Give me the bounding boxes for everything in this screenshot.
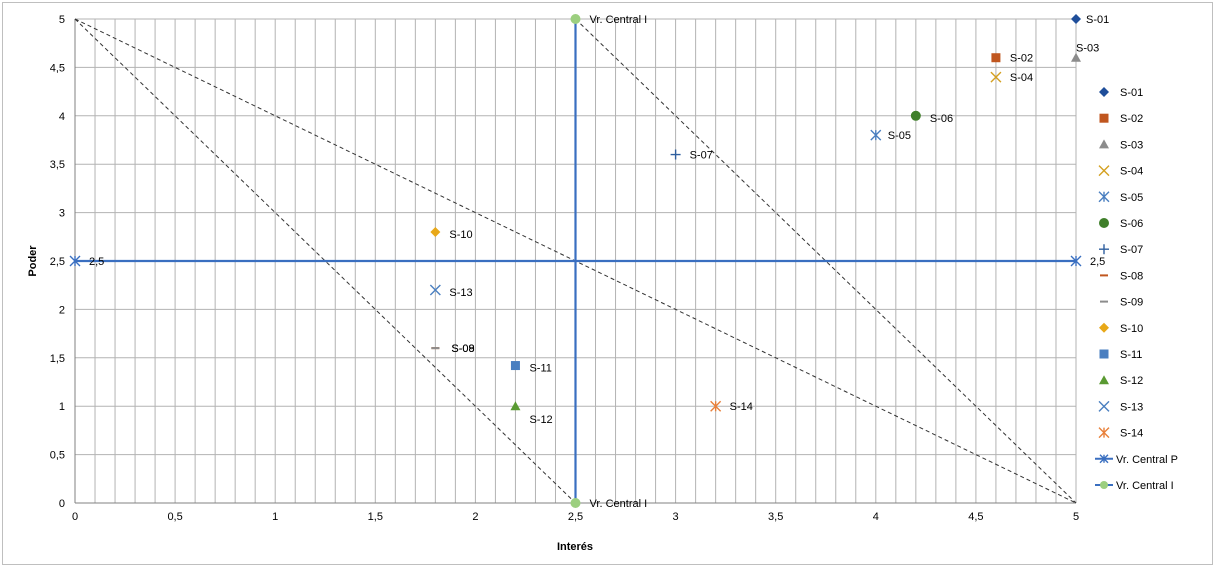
x-tick-label: 3 <box>673 511 679 523</box>
legend-label: Vr. Central I <box>1116 480 1174 492</box>
reference-point-label: 2,5 <box>1090 256 1105 268</box>
data-point <box>1071 14 1081 24</box>
y-tick-label: 2 <box>59 304 65 316</box>
y-tick-label: 3 <box>59 208 65 220</box>
x-tick-label: 3,5 <box>768 511 783 523</box>
y-tick-label: 4 <box>59 111 65 123</box>
tick-labels: 0 0,5 1 1,5 2 2,5 3 3,5 4 4,5 5 0 0,5 1 1,5 2 2,5 3 3,5 4 4,… <box>50 14 1079 523</box>
x-tick-label: 1,5 <box>368 511 383 523</box>
x-tick-label: 0,5 <box>167 511 182 523</box>
legend-label: S-01 <box>1120 87 1143 99</box>
reference-point-label: Vr. Central I <box>590 14 648 26</box>
scatter-chart: 2,5 2,5 Vr. Central I Vr. Central I S-01 S-0… <box>27 14 1178 553</box>
legend-marker <box>1098 427 1110 439</box>
data-point-label: S-12 <box>529 414 552 426</box>
data-point <box>910 110 921 121</box>
data-point-label: S-14 <box>730 401 753 413</box>
data-point-label: S-11 <box>529 363 551 375</box>
legend-label: S-06 <box>1120 218 1143 230</box>
data-point <box>991 53 1001 63</box>
x-tick-label: 0 <box>72 511 78 523</box>
data-point <box>710 400 722 412</box>
legend-label: S-08 <box>1120 270 1143 282</box>
legend-marker <box>1099 244 1109 255</box>
data-point-label: S-04 <box>1010 72 1033 84</box>
x-tick-label: 1 <box>272 511 278 523</box>
legend-marker <box>1099 113 1109 123</box>
y-tick-label: 0,5 <box>50 450 65 462</box>
y-tick-label: 4,5 <box>50 62 65 74</box>
legend-marker <box>1099 454 1109 464</box>
reference-line-point <box>570 498 581 508</box>
legend-marker <box>1099 375 1109 385</box>
x-tick-label: 5 <box>1073 511 1079 523</box>
data-point-label: S-06 <box>930 113 953 125</box>
data-point <box>510 401 521 411</box>
y-tick-label: 1,5 <box>50 353 65 365</box>
reference-line-point <box>69 255 81 267</box>
data-point-label: S-10 <box>449 229 472 241</box>
y-axis-title: Poder <box>27 245 39 277</box>
data-point <box>510 361 520 371</box>
legend-label: S-11 <box>1120 349 1142 361</box>
reference-line-point <box>1070 255 1082 267</box>
data-point <box>1071 52 1081 62</box>
legend-marker <box>1098 165 1110 177</box>
legend-marker <box>1099 87 1109 97</box>
legend-label: S-12 <box>1120 375 1143 387</box>
data-point <box>990 71 1002 83</box>
legend-marker <box>1099 322 1109 333</box>
data-point-label: S-05 <box>888 130 911 142</box>
legend-label: S-02 <box>1120 113 1143 125</box>
y-tick-label: 5 <box>59 14 65 26</box>
data-point-label: S-02 <box>1010 53 1033 65</box>
reference-point-label: 2,5 <box>89 256 104 268</box>
data-point-label: S-07 <box>690 150 713 162</box>
data-point-label: S-13 <box>449 287 472 299</box>
legend: S-01 S-02 S-03 S-04 S-05 S-06 S-07 S-08 S-09 S-10… <box>1095 87 1178 492</box>
y-tick-label: 0 <box>59 498 65 510</box>
data-point-label: S-01 <box>1086 14 1109 26</box>
data-point-label: S-08 <box>451 343 474 355</box>
legend-label: S-03 <box>1120 139 1143 151</box>
reference-lines: 2,5 2,5 Vr. Central I Vr. Central I <box>69 14 1105 510</box>
data-point <box>870 129 882 141</box>
x-tick-label: 4,5 <box>968 511 983 523</box>
legend-label: S-07 <box>1120 244 1143 256</box>
legend-label: S-14 <box>1120 428 1143 440</box>
data-point <box>429 284 441 296</box>
x-axis-title: Interés <box>557 541 593 553</box>
y-tick-label: 2,5 <box>50 256 65 268</box>
reference-point-label: Vr. Central I <box>590 498 648 510</box>
legend-label: S-04 <box>1120 166 1143 178</box>
legend-label: S-09 <box>1120 297 1143 309</box>
legend-marker <box>1100 481 1108 489</box>
reference-line-point <box>570 14 581 24</box>
data-point-label: S-03 <box>1076 43 1099 55</box>
data-point <box>430 226 441 237</box>
data-point <box>670 149 681 160</box>
legend-marker <box>1099 218 1109 228</box>
legend-marker <box>1098 400 1110 412</box>
y-tick-label: 1 <box>59 401 65 413</box>
legend-label: S-05 <box>1120 192 1143 204</box>
legend-marker <box>1098 191 1110 203</box>
x-tick-label: 4 <box>873 511 879 523</box>
y-tick-label: 3,5 <box>50 159 65 171</box>
legend-label: S-13 <box>1120 401 1143 413</box>
data-point-label: S-09 <box>451 343 474 355</box>
legend-marker <box>1099 349 1109 359</box>
legend-label: Vr. Central P <box>1116 454 1178 466</box>
legend-marker <box>1099 139 1109 149</box>
x-tick-label: 2,5 <box>568 511 583 523</box>
data-points: S-01 S-02 S-03 S-04 S-05 S-06 S-07 S-08S-09 S-10… <box>429 14 1109 426</box>
legend-label: S-10 <box>1120 323 1143 335</box>
x-tick-label: 2 <box>472 511 478 523</box>
